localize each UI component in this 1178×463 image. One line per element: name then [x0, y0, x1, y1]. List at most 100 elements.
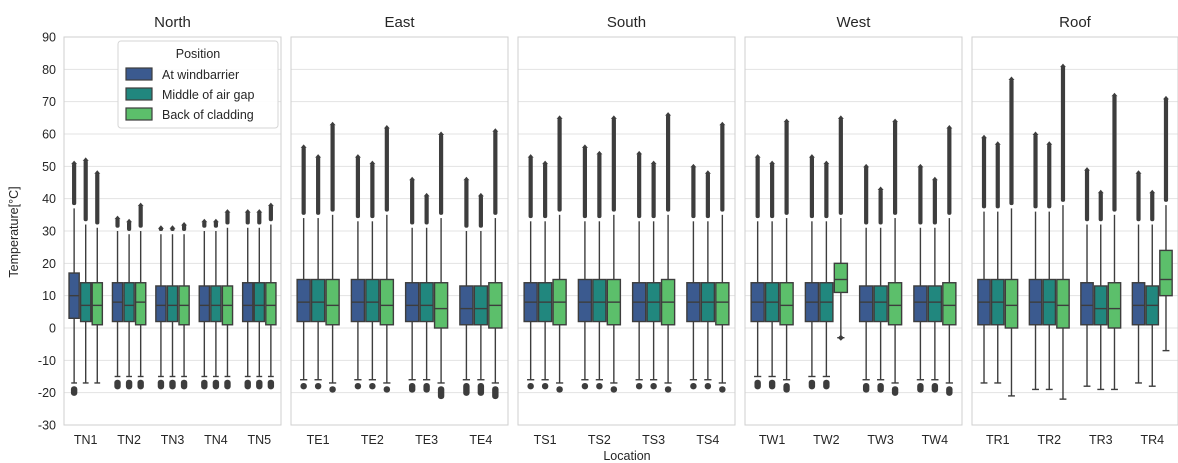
x-tick-label: TW2	[813, 433, 839, 447]
panel-roof: Roof TR1 TR2 TR3 TR4	[971, 14, 1178, 447]
box-iqr	[419, 282, 434, 323]
outliers-low	[768, 379, 776, 390]
legend-entry: At windbarrier	[162, 68, 239, 82]
outliers-high	[1060, 66, 1066, 202]
box-iqr	[253, 282, 266, 323]
outliers-low	[267, 379, 275, 390]
panel-title: East	[384, 14, 415, 31]
box-iqr	[715, 282, 730, 326]
y-tick-label: -10	[38, 354, 56, 368]
outliers-low	[212, 379, 220, 390]
outliers-high	[557, 117, 562, 212]
box-iqr	[350, 278, 366, 323]
legend: Position At windbarrier Middle of air gap B…	[117, 40, 279, 129]
outliers-low	[423, 382, 430, 393]
outliers-high	[918, 166, 923, 225]
box-tr4-2	[1145, 189, 1160, 387]
box-tn4-1	[198, 218, 211, 390]
box-iqr	[1004, 278, 1019, 329]
outliers-high	[493, 130, 498, 215]
y-tick-label: 60	[42, 128, 56, 142]
outliers-high	[651, 163, 656, 219]
outliers-low	[891, 386, 899, 396]
outlier-marker	[157, 225, 164, 229]
outliers-high	[1150, 192, 1155, 222]
box-tr3-3	[1107, 92, 1122, 391]
outliers-low	[690, 382, 697, 390]
panel-title: West	[837, 14, 872, 31]
box-ts2-3	[606, 115, 622, 393]
outliers-low	[437, 386, 445, 400]
outliers-low	[527, 382, 534, 390]
outlier-marker	[409, 176, 416, 181]
box-iqr	[473, 285, 489, 326]
outliers-high	[330, 124, 335, 212]
panel-title: South	[607, 14, 646, 31]
x-tick-label: TN2	[117, 433, 141, 447]
box-tn1-2	[79, 157, 92, 384]
outlier-marker	[808, 154, 815, 158]
outliers-low	[256, 379, 263, 390]
outliers-high	[995, 143, 1000, 209]
outliers-low	[329, 386, 336, 393]
box-iqr	[1093, 285, 1108, 326]
legend-swatch	[125, 107, 153, 121]
outlier-marker	[994, 141, 1001, 145]
outliers-low	[383, 386, 391, 393]
box-tn2-3	[134, 202, 147, 390]
outliers-low	[931, 382, 939, 393]
outlier-marker	[329, 121, 336, 126]
outlier-marker	[82, 157, 89, 161]
box-tn5-1	[241, 209, 254, 390]
x-tick-label: TW4	[922, 433, 948, 447]
outlier-marker	[1111, 92, 1118, 97]
outliers-high	[705, 172, 710, 219]
box-iqr	[942, 282, 957, 326]
box-tn5-2	[253, 209, 266, 390]
outlier-marker	[542, 160, 549, 165]
outlier-marker	[1162, 95, 1169, 100]
outlier-marker	[201, 218, 208, 223]
panel-north: North TN1 TN2 TN3 TN4 TN5	[63, 14, 282, 447]
box-iqr	[577, 278, 593, 323]
box-tr1-3	[1004, 76, 1019, 397]
outliers-low	[917, 382, 924, 393]
outlier-marker	[556, 115, 563, 119]
outliers-high	[202, 221, 207, 228]
x-tick-label: TW1	[759, 433, 785, 447]
box-tr3-1	[1080, 167, 1094, 387]
box-iqr	[1131, 282, 1146, 326]
outliers-high	[809, 156, 815, 219]
outliers-high	[824, 163, 829, 219]
outliers-low	[650, 382, 657, 390]
outliers-high	[478, 195, 483, 228]
y-tick-label: 40	[42, 192, 56, 206]
y-tick-label: 70	[42, 95, 56, 109]
outlier-marker	[1135, 170, 1142, 174]
outliers-high	[637, 153, 642, 219]
outlier-marker	[114, 215, 121, 220]
outliers-low	[664, 386, 672, 393]
box-ts3-3	[660, 112, 676, 393]
outliers-low	[477, 382, 485, 396]
panel-frame	[971, 36, 1178, 426]
outliers-high	[1098, 192, 1103, 222]
box-tw3-2	[873, 186, 888, 393]
outliers-high	[257, 211, 262, 225]
outliers-high	[438, 134, 444, 215]
outliers-high	[115, 218, 120, 228]
box-iqr	[1107, 282, 1122, 329]
box-te3-1	[404, 176, 420, 393]
box-iqr	[913, 285, 928, 323]
outliers-high	[755, 156, 760, 219]
outliers-high	[1009, 79, 1014, 206]
y-tick-label: 10	[42, 289, 56, 303]
x-tick-label: TE2	[361, 433, 384, 447]
legend-entry: Middle of air gap	[162, 88, 254, 102]
outlier-marker	[1149, 189, 1156, 194]
outlier-marker	[1059, 63, 1066, 68]
outlier-marker	[527, 154, 534, 158]
box-iqr	[379, 278, 395, 326]
box-tn4-3	[221, 209, 234, 390]
